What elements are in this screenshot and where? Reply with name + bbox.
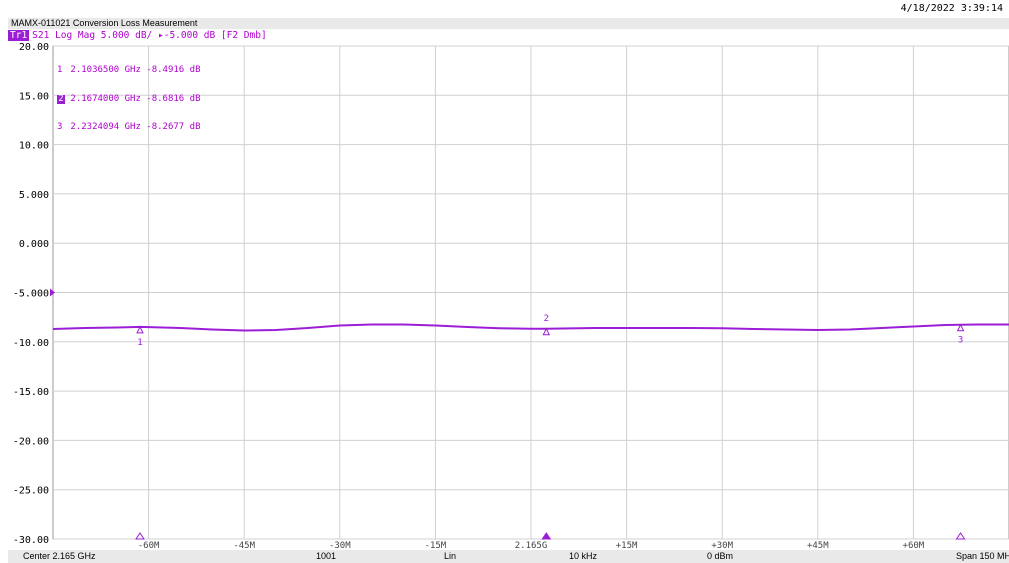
trace-badge[interactable]: Tr1 [8, 30, 30, 41]
y-tick-label: -10.00 [13, 338, 49, 349]
trace-status[interactable]: Tr1 S21 Log Mag 5.000 dB/ ▸-5.000 dB [F2 … [8, 30, 267, 41]
marker-value: -8.2677 dB [146, 122, 201, 132]
x-tick-label: -30M [329, 541, 351, 551]
marker-symbol [956, 323, 965, 332]
chart-title: MAMX-011021 Conversion Loss Measurement [11, 18, 198, 28]
num-points[interactable]: 1001 [316, 551, 337, 561]
reference-arrow [50, 288, 55, 297]
if-bandwidth[interactable]: 10 kHz [569, 551, 598, 561]
x-tick-label: +60M [903, 541, 925, 551]
marker-axis-indicator [135, 532, 145, 540]
y-tick-label: -25.00 [13, 486, 49, 497]
marker-row[interactable]: 2 2.1674000 GHz -8.6816 dB [57, 93, 201, 104]
marker-axis-indicator [541, 532, 552, 540]
marker-label: 3 [958, 336, 963, 346]
marker-value: -8.6816 dB [146, 93, 201, 104]
y-tick-label: -5.000 [13, 289, 49, 300]
marker-symbol [542, 327, 551, 336]
marker-freq: 2.1674000 GHz [70, 93, 141, 104]
trace-settings: S21 Log Mag 5.000 dB/ ▸-5.000 dB [F2 Dmb… [32, 30, 267, 41]
marker-symbol [136, 325, 144, 334]
marker-num: 2 [57, 93, 65, 104]
y-tick-label: 10.00 [19, 141, 49, 152]
x-tick-label: +15M [616, 541, 638, 551]
span-frequency[interactable]: Span 150 MHz [956, 551, 1009, 561]
y-tick-label: 0.000 [19, 239, 49, 250]
datetime: 4/18/2022 3:39:14 [900, 3, 1003, 14]
x-tick-label: +30M [711, 541, 733, 551]
y-tick-label: -30.00 [13, 535, 49, 546]
x-tick-label: 2.165G [515, 541, 548, 551]
center-frequency[interactable]: Center 2.165 GHz [23, 551, 96, 561]
marker-freq: 2.2324094 GHz [70, 122, 141, 132]
marker-value: -8.4916 dB [146, 65, 201, 75]
y-tick-label: -20.00 [13, 436, 49, 447]
x-tick-label: -60M [138, 541, 160, 551]
x-tick-label: -45M [233, 541, 255, 551]
source-power[interactable]: 0 dBm [707, 551, 734, 561]
marker-label: 1 [137, 338, 142, 348]
marker-row[interactable]: 1 2.1036500 GHz -8.4916 dB [57, 65, 201, 76]
marker-label: 2 [544, 314, 549, 324]
y-tick-label: 5.000 [19, 190, 49, 201]
marker-freq: 2.1036500 GHz [70, 65, 141, 75]
y-tick-label: -15.00 [13, 387, 49, 398]
y-tick-label: 20.00 [19, 42, 49, 53]
x-tick-label: +45M [807, 541, 829, 551]
status-bar: Center 2.165 GHz 1001 Lin 10 kHz 0 dBm S… [8, 550, 1009, 563]
marker-num: 1 [57, 65, 63, 75]
y-tick-label: 15.00 [19, 91, 49, 102]
channel-title-bar: MAMX-011021 Conversion Loss Measurement [8, 18, 1009, 29]
marker-table: 1 2.1036500 GHz -8.4916 dB 2 2.1674000 G… [57, 47, 200, 142]
marker-num: 3 [57, 122, 63, 132]
marker-row[interactable]: 3 2.2324094 GHz -8.2677 dB [57, 122, 201, 133]
x-tick-label: -15M [425, 541, 447, 551]
sweep-type[interactable]: Lin [444, 551, 457, 561]
marker-axis-indicator [955, 532, 966, 540]
